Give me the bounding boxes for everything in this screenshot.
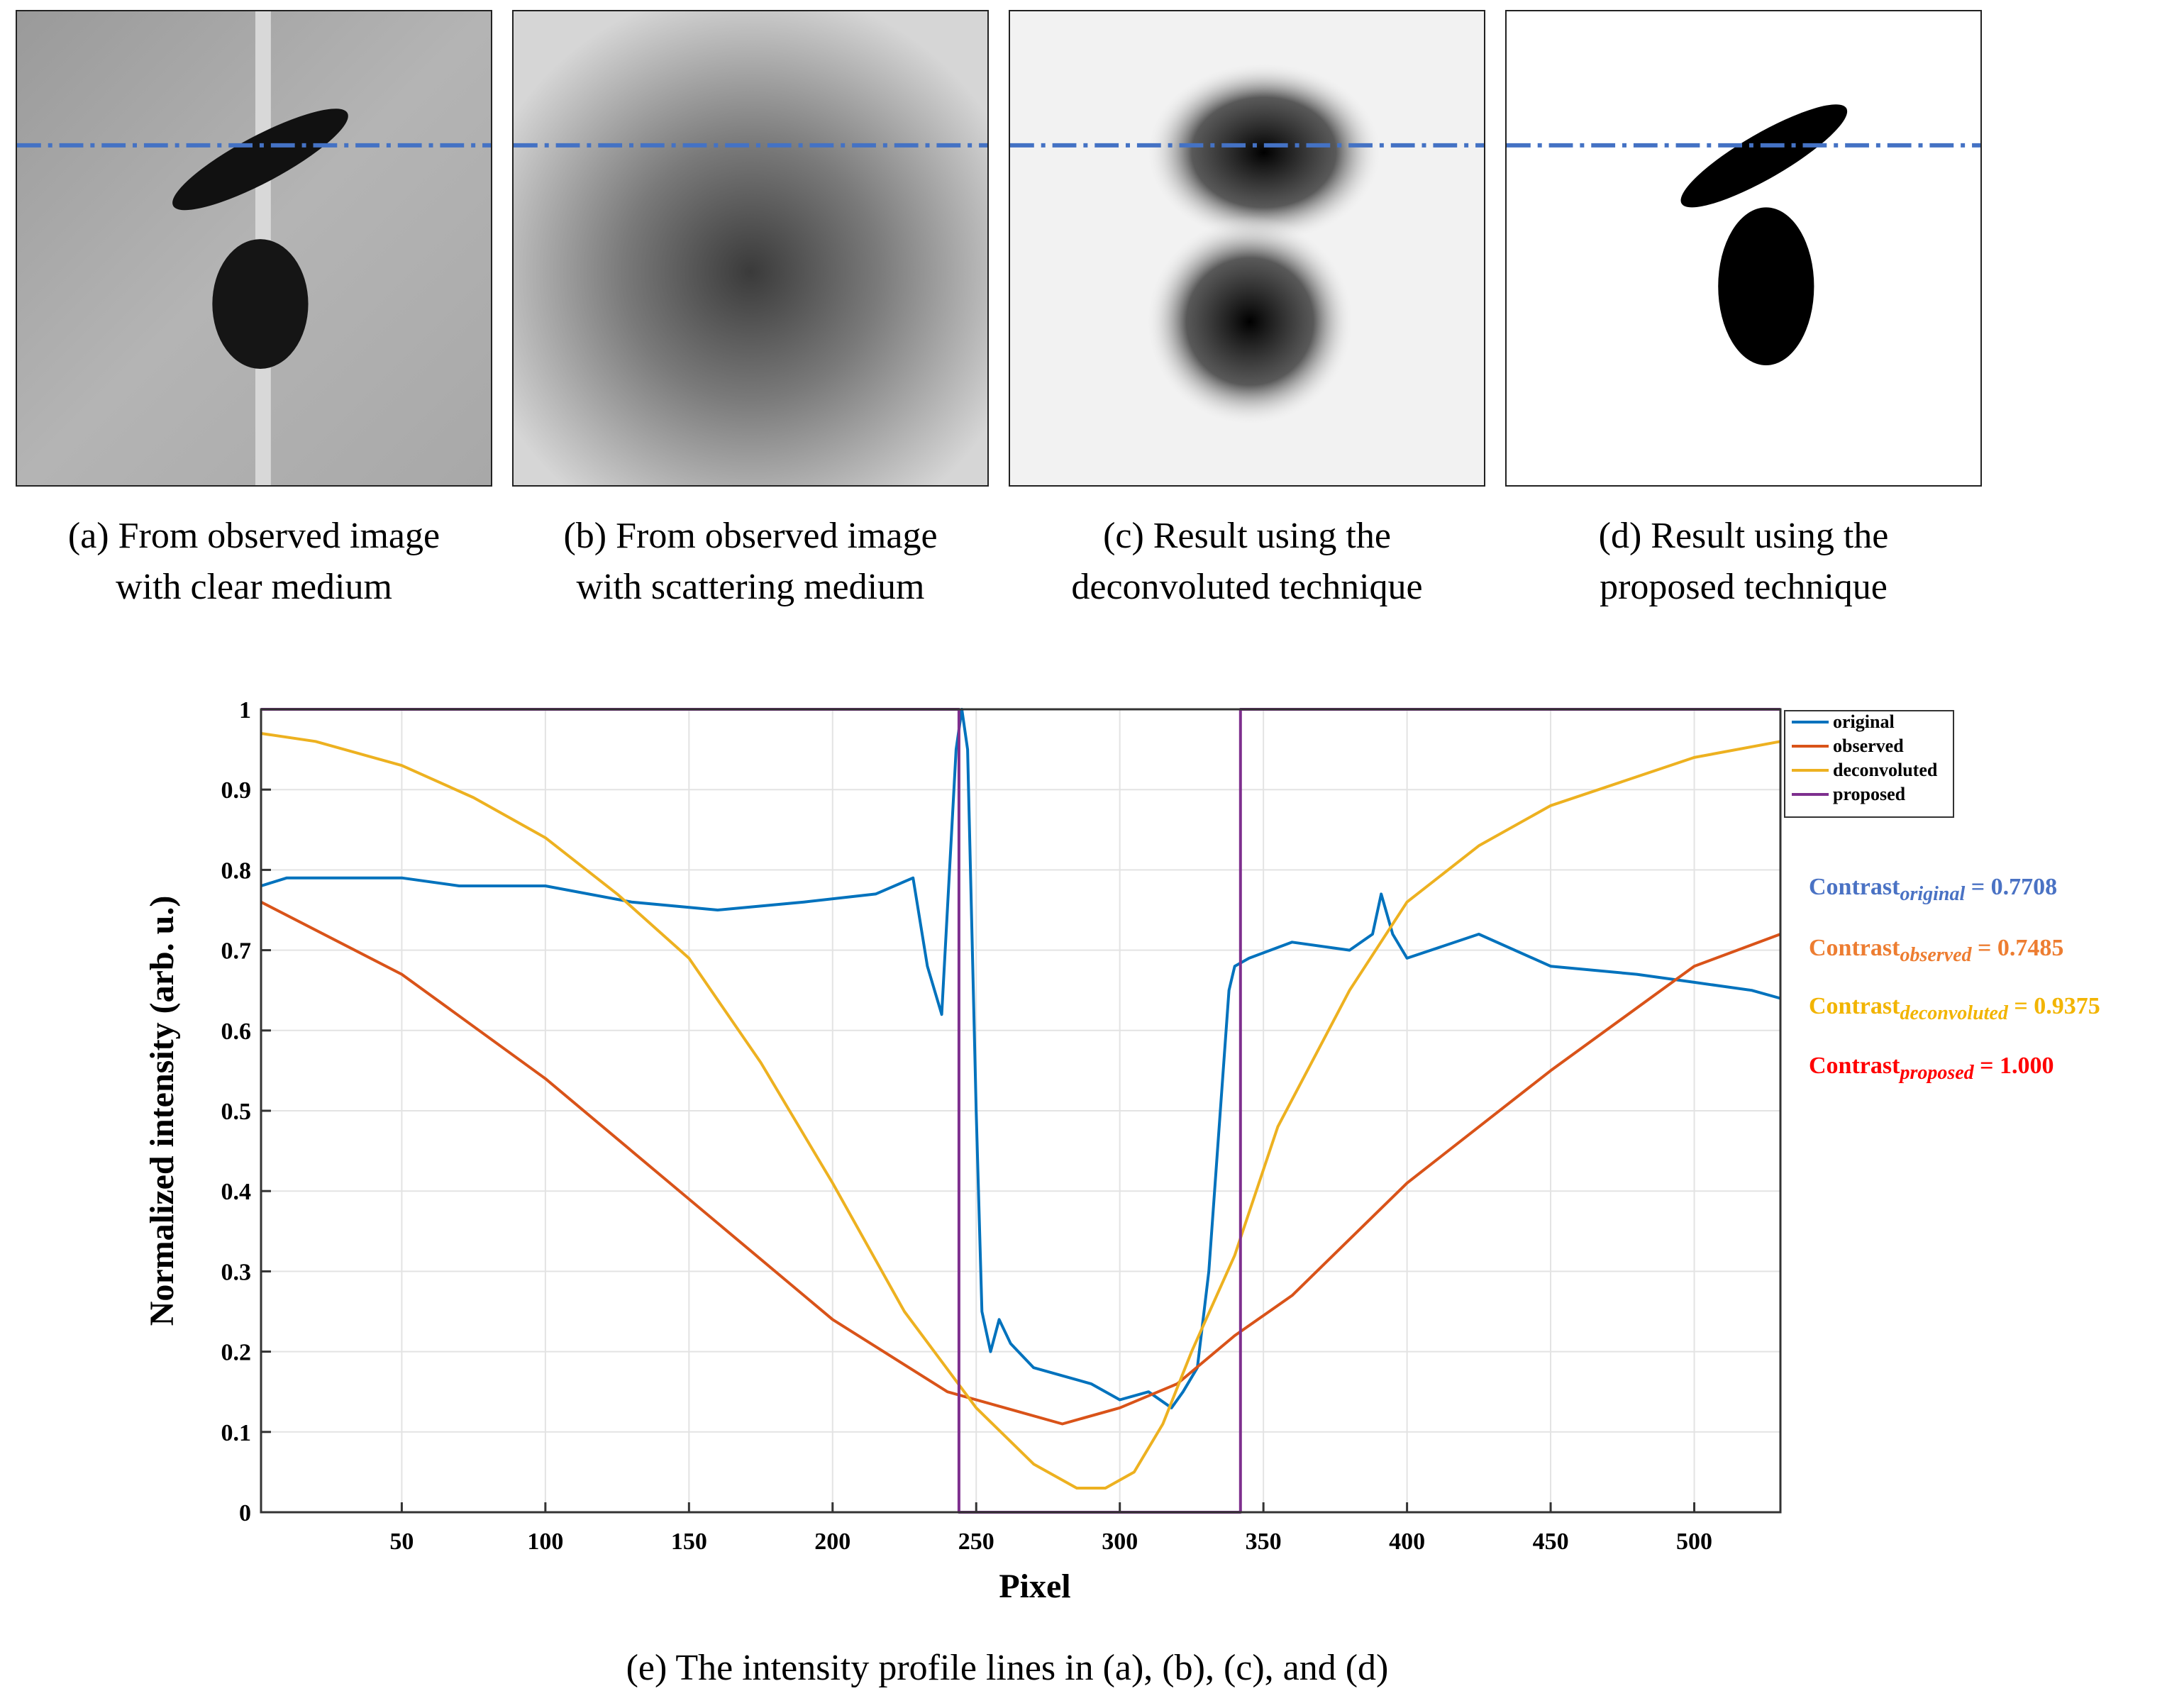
caption-b: (b) From observed image with scattering … <box>502 511 999 613</box>
intensity-profile-chart: 50 100 150 200 250 300 350 400 450 500 0 0.1 0.2 0.3 0… <box>143 697 1954 1603</box>
caption-b-line2: with scattering medium <box>576 567 925 607</box>
caption-a-line2: with clear medium <box>116 567 392 607</box>
y-tick-label: 0.8 <box>221 858 252 884</box>
y-tick-label: 0.1 <box>221 1420 252 1446</box>
contrast-deconvoluted-value: = 0.9375 <box>2014 993 2100 1019</box>
bottom-caption: (e) The intensity profile lines in (a), … <box>626 1648 1389 1688</box>
x-tick-label: 200 <box>814 1529 850 1555</box>
contrast-proposed-value: = 1.000 <box>1980 1053 2054 1079</box>
caption-a: (a) From observed image with clear mediu… <box>6 511 502 613</box>
mask-lower <box>1718 207 1814 366</box>
contrast-proposed-sub: proposed <box>1900 1061 1974 1084</box>
contrast-deconvoluted-label: Contrast <box>1809 993 1900 1019</box>
y-tick-label: 0.7 <box>221 938 252 965</box>
contrast-deconvoluted-sub: deconvoluted <box>1900 1002 2008 1024</box>
caption-d: (d) Result using the proposed technique <box>1495 511 1992 613</box>
legend-label-proposed: proposed <box>1833 784 1906 804</box>
contrast-proposed: Contrastproposed = 1.000 <box>1809 1053 2054 1085</box>
y-tick-label: 0 <box>239 1500 251 1526</box>
contrast-original-label: Contrast <box>1809 874 1900 900</box>
contrast-original-sub: original <box>1900 882 1966 905</box>
blob-upper <box>1143 60 1384 245</box>
x-axis-label: Pixel <box>999 1568 1070 1603</box>
y-tick-label: 0.2 <box>221 1340 252 1366</box>
legend-label-observed: observed <box>1833 736 1904 756</box>
x-tick-label: 350 <box>1246 1529 1282 1555</box>
legend-box <box>1784 710 1954 818</box>
x-tick-label: 250 <box>958 1529 994 1555</box>
legend-label-original: original <box>1833 711 1895 732</box>
panel-b-photo <box>514 11 987 485</box>
series-line-observed <box>260 900 1781 1426</box>
contrast-original: Contrastoriginal = 0.7708 <box>1809 874 2057 906</box>
caption-c-line2: deconvoluted technique <box>1071 567 1423 607</box>
contrast-observed-sub: observed <box>1900 943 1972 966</box>
panel-c-image <box>1009 10 1485 487</box>
panel-a-image <box>16 10 492 487</box>
y-axis-label: Normalized intensity (arb. u.) <box>143 896 181 1326</box>
caption-d-line1: (d) Result using the <box>1598 516 1889 556</box>
panel-d-photo <box>1507 11 1980 485</box>
x-tick-label: 50 <box>389 1529 414 1555</box>
legend-label-deconvoluted: deconvoluted <box>1833 760 1938 780</box>
caption-c-line1: (c) Result using the <box>1103 516 1391 556</box>
caption-b-line1: (b) From observed image <box>563 516 938 556</box>
series-line-original <box>260 708 1781 1409</box>
caption-d-line2: proposed technique <box>1600 567 1888 607</box>
y-tick-label: 0.4 <box>221 1179 252 1205</box>
x-tick-label: 400 <box>1389 1529 1425 1555</box>
x-tick-label: 150 <box>671 1529 707 1555</box>
x-tick-label: 100 <box>527 1529 563 1555</box>
y-tick-label: 0.5 <box>221 1099 252 1125</box>
seed-lower <box>212 239 309 369</box>
contrast-proposed-label: Contrast <box>1809 1053 1900 1079</box>
contrast-observed-label: Contrast <box>1809 935 1900 961</box>
y-tick-label: 0.3 <box>221 1259 252 1285</box>
x-tick-label: 300 <box>1102 1529 1138 1555</box>
panel-a-photo <box>17 11 491 485</box>
panel-d-image <box>1505 10 1982 487</box>
caption-a-line1: (a) From observed image <box>67 516 440 556</box>
caption-c: (c) Result using the deconvoluted techni… <box>999 511 1495 613</box>
panel-c-photo <box>1010 11 1484 485</box>
contrast-deconvoluted: Contrastdeconvoluted = 0.9375 <box>1809 993 2100 1025</box>
series-line-deconvoluted <box>260 732 1781 1490</box>
seed-upper <box>172 109 348 211</box>
x-tick-label: 500 <box>1676 1529 1712 1555</box>
y-tick-label: 0.9 <box>221 777 252 804</box>
blob-lower <box>1143 216 1356 428</box>
x-tick-label: 450 <box>1533 1529 1569 1555</box>
mask-upper <box>1680 104 1848 208</box>
panel-b-image <box>512 10 989 487</box>
contrast-original-value: = 0.7708 <box>1971 874 2058 900</box>
contrast-observed: Contrastobserved = 0.7485 <box>1809 935 2063 967</box>
contrast-observed-value: = 0.7485 <box>1978 935 2064 961</box>
y-tick-label: 0.6 <box>221 1019 252 1045</box>
y-tick-label: 1 <box>239 697 251 723</box>
